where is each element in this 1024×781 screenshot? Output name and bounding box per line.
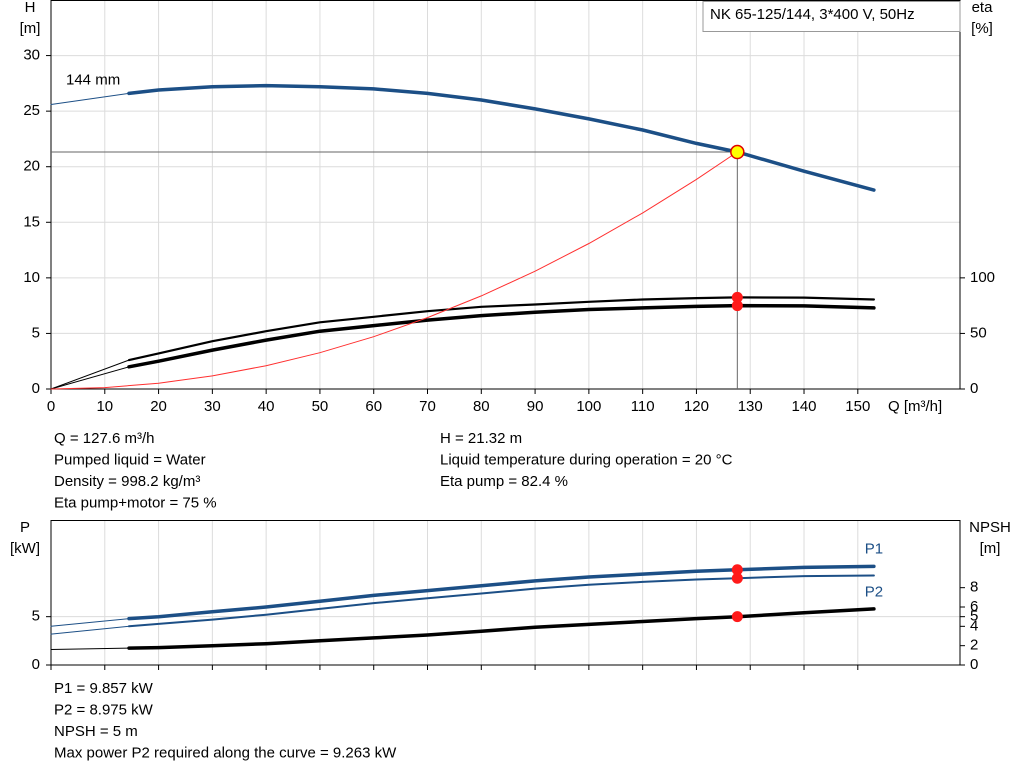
curve	[127, 296, 875, 362]
x-tick-label: 120	[684, 398, 709, 415]
y-axis-label: H	[25, 0, 36, 16]
x-tick-label: 30	[204, 398, 221, 415]
curve	[50, 618, 130, 627]
info-text: Eta pump+motor = 75 %	[54, 494, 217, 511]
x-tick-label: 50	[312, 398, 329, 415]
y2-tick-label: 50	[970, 324, 987, 341]
y-tick-label: 0	[32, 656, 40, 673]
curve	[50, 151, 738, 390]
curve	[50, 359, 130, 390]
y-tick-label: 20	[23, 158, 40, 175]
curve	[50, 366, 130, 390]
info-text: Max power P2 required along the curve = …	[54, 744, 397, 761]
y2-tick-label: 100	[970, 269, 995, 286]
op-marker	[731, 291, 743, 303]
x-tick-label: 70	[419, 398, 436, 415]
info-text: Pumped liquid = Water	[54, 451, 206, 468]
x-tick-label: 60	[365, 398, 382, 415]
y-tick-label: 0	[32, 380, 40, 397]
x-tick-label: 20	[150, 398, 167, 415]
y2-axis-label: NPSH	[969, 519, 1011, 536]
y-tick-label: 30	[23, 47, 40, 64]
y2-axis-label: [%]	[971, 20, 993, 37]
y2-tick-label: 2	[970, 637, 978, 654]
x-tick-label: 150	[845, 398, 870, 415]
curve	[127, 83, 876, 192]
info-text: H = 21.32 m	[440, 430, 522, 447]
info-text: Liquid temperature during operation = 20…	[440, 451, 733, 468]
x-axis-label: Q [m³/h]	[888, 398, 942, 415]
x-tick-label: 80	[473, 398, 490, 415]
curve	[127, 607, 876, 650]
x-tick-label: 110	[631, 398, 655, 415]
series-label: P2	[865, 583, 883, 600]
y2-tick-label: 0	[970, 656, 978, 673]
y-axis-label: P	[20, 519, 30, 536]
curve	[50, 647, 130, 650]
curve	[127, 564, 876, 621]
y2-axis-label: [m]	[980, 540, 1001, 557]
y2-axis-label: eta	[972, 0, 994, 16]
info-text: Density = 998.2 kg/m³	[54, 473, 200, 490]
y-tick-label: 25	[23, 102, 40, 119]
info-text: P2 = 8.975 kW	[54, 701, 154, 718]
x-tick-label: 130	[738, 398, 763, 415]
annotation: 144 mm	[66, 71, 120, 88]
y-tick-label: 15	[23, 213, 40, 230]
y2-tick-label: 5	[970, 608, 978, 625]
x-tick-label: 10	[96, 398, 113, 415]
op-marker	[731, 300, 743, 312]
x-tick-label: 140	[792, 398, 817, 415]
y-tick-label: 10	[23, 269, 40, 286]
curve	[128, 574, 875, 628]
y-axis-label: [kW]	[10, 540, 40, 557]
y2-tick-label: 0	[970, 380, 978, 397]
op-marker	[731, 611, 743, 623]
curve	[50, 625, 130, 635]
x-tick-label: 0	[47, 398, 55, 415]
info-text: Eta pump = 82.4 %	[440, 473, 568, 490]
y2-tick-label: 8	[970, 579, 978, 596]
info-text: Q = 127.6 m³/h	[54, 430, 154, 447]
curve	[127, 303, 876, 369]
curve	[50, 92, 130, 105]
info-text: P1 = 9.857 kW	[54, 680, 154, 697]
y2-tick-label: 4	[970, 617, 978, 634]
x-tick-label: 100	[576, 398, 601, 415]
plot-frame	[50, 0, 961, 390]
y-tick-label: 5	[32, 608, 40, 625]
plot-area	[51, 0, 960, 389]
chart-title: NK 65-125/144, 3*400 V, 50Hz	[710, 6, 915, 23]
series-label: P1	[865, 540, 883, 557]
y-tick-label: 5	[32, 324, 40, 341]
info-text: NPSH = 5 m	[54, 723, 138, 740]
x-tick-label: 90	[527, 398, 544, 415]
plot-area	[51, 520, 960, 665]
plot-frame	[50, 520, 961, 666]
op-marker	[731, 572, 743, 584]
title-box	[702, 1, 961, 32]
op-marker	[731, 564, 743, 576]
operating-point	[730, 144, 745, 160]
y2-tick-label: 6	[970, 598, 978, 615]
x-tick-label: 40	[258, 398, 275, 415]
y-axis-label: [m]	[20, 20, 41, 37]
